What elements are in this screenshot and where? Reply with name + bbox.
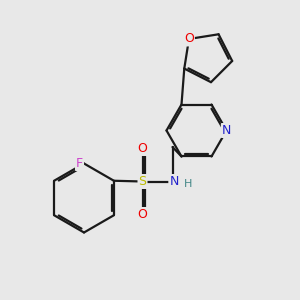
Text: H: H: [184, 179, 192, 189]
Text: S: S: [139, 175, 146, 188]
Text: O: O: [138, 142, 147, 155]
Text: F: F: [76, 157, 83, 170]
Text: N: N: [222, 124, 231, 137]
Text: N: N: [169, 175, 179, 188]
Text: O: O: [184, 32, 194, 46]
Text: O: O: [138, 208, 147, 221]
